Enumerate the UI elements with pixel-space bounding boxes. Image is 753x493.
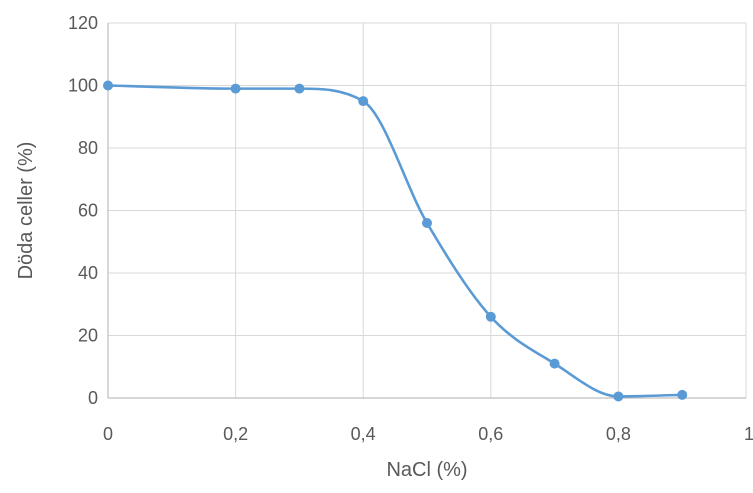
labels-layer: NaCl (%) Döda celler (%) 0 20 40 60 80 100 120… [15,13,753,481]
grid-layer [108,22,747,398]
series-layer [103,80,688,402]
data-point [422,218,432,228]
data-point [485,311,496,322]
x-axis-title: NaCl (%) [386,459,467,481]
x-tick-label: 0,6 [478,424,503,444]
x-tick-label: 0 [103,424,113,444]
series-line [106,84,684,398]
x-tick-label: 0,2 [223,424,248,444]
y-tick-label: 40 [78,263,98,283]
x-tick-label: 1 [744,424,753,444]
data-point [613,391,624,402]
y-tick-label: 60 [78,201,98,221]
data-point [358,96,369,107]
y-tick-label: 0 [88,388,98,408]
x-tick-label: 0,4 [351,424,376,444]
y-tick-label: 120 [68,13,98,33]
data-point [549,358,560,369]
y-tick-label: 80 [78,138,98,158]
y-axis-title: Döda celler (%) [15,142,37,280]
y-tick-label: 100 [68,76,98,96]
data-point [103,80,113,91]
data-point [230,83,241,94]
y-tick-label: 20 [78,326,98,346]
data-point [677,389,688,400]
data-point [294,83,305,94]
x-tick-label: 0,8 [606,424,631,444]
